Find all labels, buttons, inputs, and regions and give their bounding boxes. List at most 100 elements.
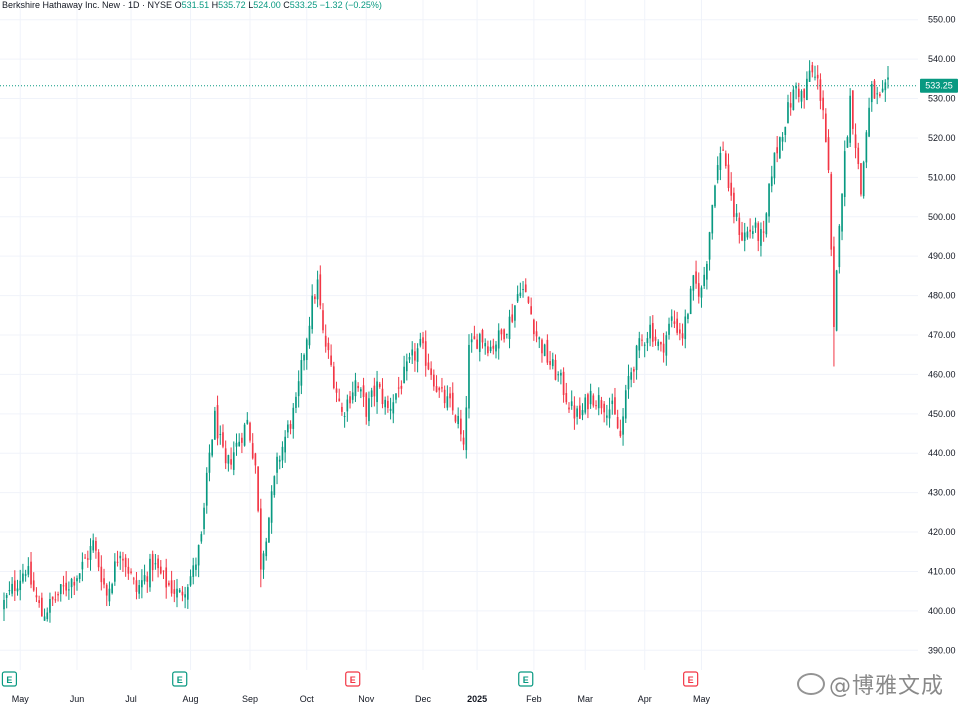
candle-body (387, 400, 389, 408)
candle-body (481, 330, 484, 343)
candle-body (624, 390, 627, 419)
y-tick-label: 390.00 (928, 645, 956, 655)
candle-body (30, 561, 32, 585)
candle-body (538, 337, 541, 340)
candle-body (684, 316, 687, 340)
candle-body (195, 564, 197, 570)
low-value: 524.00 (253, 0, 281, 10)
candle-body (327, 342, 330, 351)
x-tick-label: May (12, 694, 30, 704)
candle-body (484, 343, 487, 347)
earnings-marker[interactable] (518, 671, 534, 687)
candle-body (103, 578, 105, 585)
candle-body (419, 338, 422, 346)
candle-body (70, 578, 73, 588)
candle-body (743, 232, 746, 241)
candle-body (46, 612, 49, 620)
candle-body (722, 149, 724, 151)
candle-body (551, 359, 554, 367)
candle-body (879, 94, 881, 96)
candle-body (792, 89, 795, 111)
candle-body (754, 222, 757, 228)
candle-body (192, 565, 195, 577)
candle-body (781, 137, 784, 142)
candle-body (376, 381, 378, 403)
candle-body (838, 225, 841, 268)
candle-body (76, 578, 78, 582)
candle-body (638, 338, 641, 351)
candle-body (622, 416, 624, 435)
candle-body (222, 432, 224, 447)
candle-body (519, 292, 522, 296)
candle-body (378, 383, 381, 387)
candle-body (868, 107, 870, 137)
candle-body (627, 376, 630, 390)
candle-body (749, 229, 751, 232)
candle-body (497, 330, 500, 349)
candle-body (441, 387, 443, 389)
candle-body (49, 598, 51, 613)
candle-body (354, 380, 357, 397)
candle-body (438, 387, 441, 391)
candle-body (773, 152, 776, 179)
candle-body (143, 575, 146, 582)
earnings-marker[interactable] (1, 671, 18, 687)
earnings-marker-label: E (6, 675, 12, 685)
candle-body (151, 554, 154, 571)
candle-body (324, 335, 327, 347)
candle-body (303, 354, 305, 361)
candle-body (146, 576, 149, 582)
candle-body (862, 162, 865, 197)
candle-body (138, 585, 141, 594)
x-tick-label: Dec (415, 694, 432, 704)
candle-body (408, 357, 411, 360)
candle-body (238, 441, 241, 447)
candle-body (811, 65, 814, 73)
candle-body (3, 599, 5, 610)
candle-body (227, 455, 230, 464)
candle-body (635, 345, 638, 371)
candle-body (668, 323, 670, 335)
candle-body (803, 89, 806, 98)
candle-body (776, 147, 779, 154)
candle-body (741, 232, 743, 241)
candle-body (679, 329, 681, 334)
candle-body (549, 361, 551, 365)
candle-body (830, 174, 833, 250)
earnings-marker[interactable] (345, 671, 361, 687)
candle-body (560, 372, 562, 376)
candle-body (719, 153, 722, 170)
x-tick-label: Feb (526, 694, 542, 704)
candle-body (124, 557, 127, 568)
candle-body (735, 213, 738, 217)
earnings-marker[interactable] (172, 671, 188, 687)
candle-body (289, 424, 292, 429)
candle-body (308, 325, 311, 346)
earnings-marker[interactable] (683, 671, 699, 687)
candle-body (689, 288, 692, 315)
candle-body (305, 339, 308, 360)
x-tick-label: Jul (125, 694, 137, 704)
y-tick-label: 440.00 (928, 448, 956, 458)
candle-body (203, 507, 205, 530)
candle-body (403, 366, 405, 384)
candle-body (524, 284, 527, 293)
earnings-marker-label: E (350, 675, 356, 685)
wechat-icon (796, 673, 825, 695)
candle-body (687, 314, 689, 320)
candle-body (852, 90, 854, 129)
candle-body (857, 147, 860, 165)
candle-body (249, 422, 251, 441)
candle-body (784, 126, 787, 135)
candle-body (819, 79, 822, 101)
change-value: −1.32 (−0.25%) (319, 0, 382, 10)
candle-body (533, 319, 535, 335)
candle-body (351, 392, 354, 400)
candle-body (265, 541, 268, 557)
candle-body (414, 351, 416, 361)
candle-body (660, 341, 662, 345)
candle-body (8, 590, 11, 592)
candle-body (176, 588, 178, 598)
candle-body (711, 204, 714, 234)
